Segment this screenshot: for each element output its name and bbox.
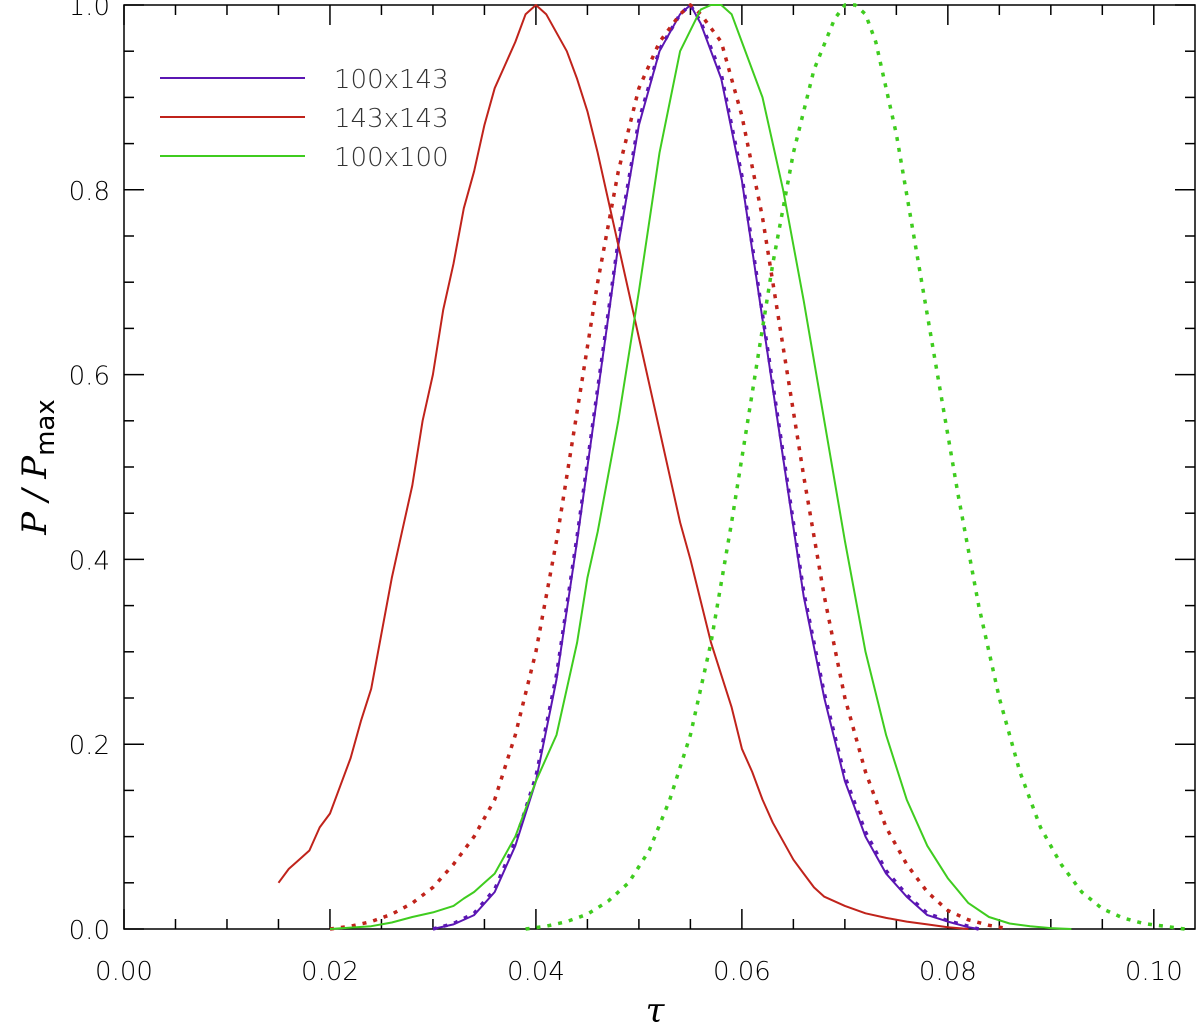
x-tick-label: 0.04 bbox=[507, 957, 565, 987]
x-tick-label: 0.06 bbox=[713, 957, 771, 987]
x-tick-label: 0.02 bbox=[301, 957, 359, 987]
series-line-3 bbox=[329, 3, 1010, 931]
y-tick-label: 0.0 bbox=[69, 916, 110, 946]
x-tick-label: 0.08 bbox=[919, 957, 977, 987]
y-axis-title-main: P / P bbox=[15, 455, 55, 536]
series-line-2 bbox=[277, 4, 969, 930]
y-tick-label: 0.4 bbox=[69, 546, 110, 576]
x-tick-labels: 0.00 0.02 0.04 0.06 0.08 0.10 bbox=[95, 957, 1183, 987]
legend-label: 143x143 bbox=[334, 104, 449, 134]
y-tick-label: 0.2 bbox=[69, 731, 110, 761]
y-axis-title-subscript: max bbox=[31, 399, 61, 456]
x-axis-title: τ bbox=[646, 991, 666, 1022]
series-line-5 bbox=[525, 3, 1185, 931]
axis-ticks bbox=[123, 4, 1195, 930]
series-line-1 bbox=[432, 3, 980, 931]
y-tick-labels: 0.0 0.2 0.4 0.6 0.8 1.0 bbox=[69, 0, 110, 946]
legend: 100x143 143x143 100x100 bbox=[160, 65, 449, 173]
y-tick-label: 0.8 bbox=[69, 177, 110, 207]
plot-area bbox=[123, 4, 1196, 930]
x-tick-label: 0.10 bbox=[1125, 957, 1183, 987]
y-tick-label: 0.6 bbox=[69, 362, 110, 392]
legend-label: 100x100 bbox=[334, 143, 449, 173]
series-line-4 bbox=[329, 4, 1072, 930]
x-tick-label: 0.00 bbox=[95, 957, 153, 987]
y-axis-title: P / Pmax bbox=[15, 399, 61, 535]
series-lines bbox=[277, 3, 1185, 931]
svg-text:P / Pmax: P / Pmax bbox=[15, 399, 61, 535]
legend-label: 100x143 bbox=[334, 65, 449, 95]
y-tick-label: 1.0 bbox=[69, 0, 110, 22]
